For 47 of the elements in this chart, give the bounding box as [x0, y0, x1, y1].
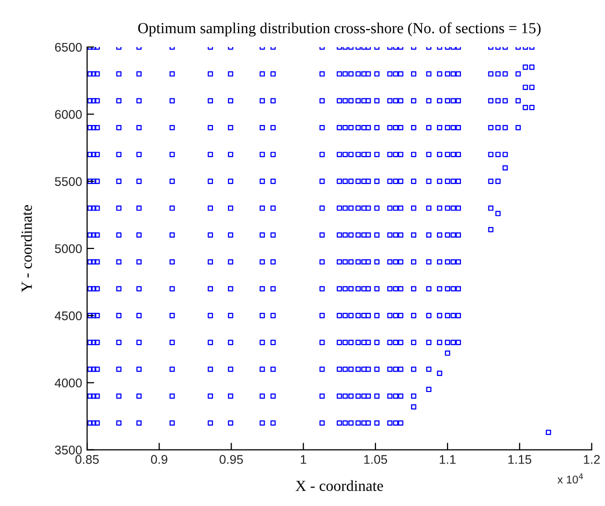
- point: [529, 84, 534, 90]
- point: [522, 104, 528, 110]
- y-tick-label: 6500: [55, 42, 82, 52]
- x-tick-label: 0.9: [151, 455, 168, 464]
- x-tick-label: 1: [300, 455, 306, 464]
- x-tick-label: 0.85: [75, 455, 99, 464]
- point: [495, 178, 501, 184]
- y-tick-label: 3500: [54, 446, 82, 454]
- point: [502, 165, 508, 171]
- point: [516, 124, 521, 130]
- point: [495, 98, 501, 104]
- point: [488, 178, 494, 184]
- x-tick-label: 1.15: [508, 455, 532, 464]
- point: [502, 124, 508, 130]
- point: [529, 104, 534, 110]
- point: [495, 210, 501, 216]
- point: [495, 71, 501, 77]
- point: [502, 152, 508, 158]
- point: [522, 64, 528, 70]
- point: [516, 71, 521, 77]
- x-tick-label: 1.1: [440, 455, 456, 464]
- point: [522, 84, 528, 90]
- y-tick-label: 5000: [54, 244, 82, 254]
- x-tick-label: 0.95: [220, 455, 243, 464]
- point: [488, 124, 494, 130]
- point: [546, 430, 552, 436]
- point: [529, 64, 534, 70]
- y-tick-label: 4000: [54, 378, 82, 388]
- text: x 10$^{4}$: [558, 473, 583, 484]
- x-tick-label: 1.05: [364, 455, 388, 464]
- point: [488, 71, 494, 77]
- point: [488, 227, 494, 232]
- point: [488, 98, 494, 104]
- point: [488, 152, 494, 158]
- x-tick-label: 1.2: [584, 455, 600, 464]
- y-tick-label: 5500: [54, 177, 82, 186]
- point: [502, 71, 508, 77]
- point: [516, 98, 521, 104]
- x-axis-title: X - coordinate: [296, 480, 383, 491]
- point: [502, 98, 508, 104]
- y-tick-label: 6000: [55, 110, 82, 119]
- y-axis-title: Y - coordinate: [21, 205, 32, 292]
- point: [495, 124, 501, 130]
- point: [495, 152, 501, 158]
- y-tick-label: 4500: [54, 311, 82, 320]
- chart-title: Optimum sampling distribution cross-shore (No. of sections = 15): [138, 22, 541, 36]
- point: [488, 206, 494, 211]
